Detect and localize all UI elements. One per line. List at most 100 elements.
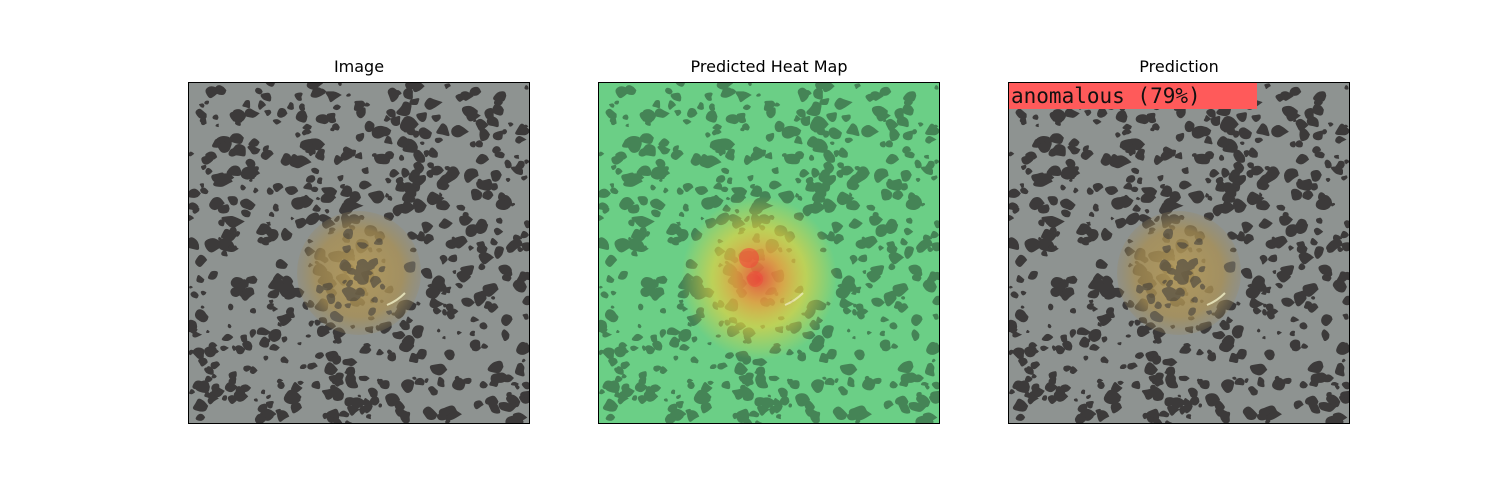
speckle [1299,381,1308,389]
speckle [471,345,481,352]
speckle [217,204,230,214]
speckle [491,296,496,300]
speckle [686,378,694,383]
speckle [833,150,840,158]
speckle [1043,136,1051,144]
speckle [189,349,195,356]
speckle [402,138,418,153]
speckle [305,334,312,338]
speckle [659,329,666,338]
speckle [925,136,937,144]
speckle [628,219,635,227]
speckle [387,195,393,201]
speckle [359,345,372,354]
speckle [832,406,848,420]
speckle [872,377,882,385]
speckle [750,151,763,161]
speckle [932,313,939,320]
speckle [609,183,615,189]
speckle [1170,397,1187,409]
speckle [638,245,648,252]
speckle [1135,352,1145,359]
speckle [650,198,666,211]
speckle [401,167,410,178]
speckle [228,245,238,252]
speckle [757,405,771,416]
speckle [1282,377,1292,385]
speckle [878,245,885,251]
speckle [1082,408,1097,418]
speckle [1312,130,1324,141]
speckle [726,177,733,185]
speckle [930,230,939,239]
speckle [358,273,369,282]
speckle [442,336,446,340]
speckle [1161,286,1180,299]
speckle [1135,114,1151,125]
speckle [436,123,450,137]
speckle [676,187,684,195]
speckle [742,395,748,401]
speckle [399,322,406,328]
speckle [729,88,737,94]
speckle [853,303,858,308]
speckle [522,313,529,320]
speckle [667,236,678,244]
speckle [811,167,820,178]
speckle [678,299,684,304]
speckle [1286,111,1301,122]
speckle [851,290,857,295]
speckle [631,333,644,342]
speckle [436,200,451,211]
speckle [1103,389,1122,405]
speckle [371,296,378,303]
speckle [631,250,638,257]
speckle [676,303,684,310]
speckle [705,110,718,123]
speckle [265,400,274,409]
speckle [667,403,678,413]
speckle [1147,194,1157,202]
speckle [1031,383,1040,391]
speckle [1259,254,1268,265]
speckle [756,93,761,97]
speckle [240,334,248,343]
speckle [713,182,723,190]
speckle [204,375,213,383]
speckle [208,391,216,397]
speckle [710,139,723,151]
speckle [1026,329,1030,333]
speckle [779,396,790,406]
speckle [1262,336,1266,340]
speckle [412,198,427,213]
speckle [515,418,524,423]
speckle [839,363,858,376]
speckle [644,345,656,355]
speckle [846,200,861,211]
speckle [911,314,923,327]
speckle [514,154,520,159]
speckle [189,215,195,221]
speckle [1009,151,1015,157]
speckle [1238,127,1252,140]
speckle [1142,282,1154,291]
speckle [817,184,827,198]
speckle [821,325,834,339]
speckle [364,120,375,133]
speckle [866,204,876,211]
speckle [490,169,502,182]
speckle [1341,124,1349,130]
speckle [1235,231,1246,242]
speckle [389,168,400,178]
speckle [272,183,284,192]
speckle [276,378,284,383]
speckle [1166,379,1171,386]
speckle [808,154,815,161]
speckle [1178,273,1189,282]
speckle [765,132,775,142]
speckle [1344,85,1349,90]
speckle [767,394,772,398]
speckle [697,102,704,110]
speckle [1032,138,1042,148]
speckle [523,271,529,281]
